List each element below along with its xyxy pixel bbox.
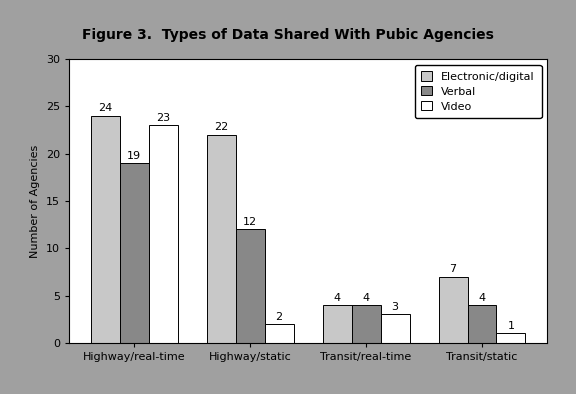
Text: 4: 4 [479,293,486,303]
Text: 22: 22 [214,123,228,132]
Text: 23: 23 [156,113,170,123]
Text: 7: 7 [449,264,457,274]
Text: 24: 24 [98,104,112,113]
Bar [120,163,149,343]
Text: 19: 19 [127,151,141,161]
Bar [438,277,468,343]
Bar [149,125,178,343]
Text: Figure 3.  Types of Data Shared With Pubic Agencies: Figure 3. Types of Data Shared With Pubi… [82,28,494,42]
Bar [207,135,236,343]
Text: 12: 12 [243,217,257,227]
Bar [91,116,120,343]
Bar [236,229,265,343]
Text: 2: 2 [276,312,283,322]
Bar [351,305,381,343]
Text: 4: 4 [334,293,340,303]
Bar [323,305,351,343]
Bar [497,333,525,343]
Text: 1: 1 [507,321,514,331]
Legend: Electronic/digital, Verbal, Video: Electronic/digital, Verbal, Video [415,65,541,118]
Bar [468,305,497,343]
Bar [381,314,410,343]
Text: 4: 4 [362,293,370,303]
Bar [265,324,294,343]
Y-axis label: Number of Agencies: Number of Agencies [31,144,40,258]
Text: 3: 3 [392,302,399,312]
